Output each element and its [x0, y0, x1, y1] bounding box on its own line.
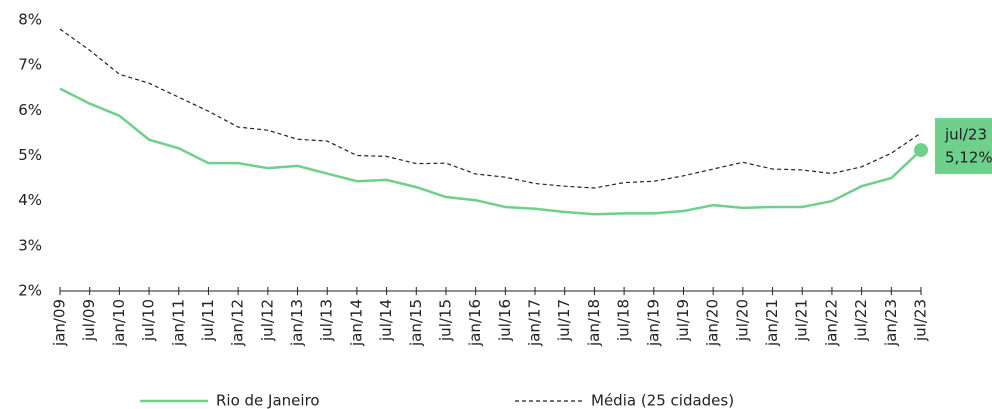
x-tick-label: jul/09: [80, 299, 98, 342]
x-tick-label: jan/11: [169, 299, 187, 347]
x-tick-label: jan/12: [229, 299, 247, 347]
y-tick-label: 8%: [18, 11, 42, 29]
x-tick-label: jan/22: [822, 299, 840, 347]
x-tick-label: jul/16: [496, 299, 514, 342]
y-tick-label: 3%: [18, 236, 42, 254]
y-tick-label: 6%: [18, 101, 42, 119]
x-tick-label: jan/15: [407, 299, 425, 347]
x-tick-label: jul/10: [140, 299, 158, 342]
series-line: [59, 87, 922, 216]
x-tick-label: jan/16: [466, 299, 484, 347]
x-tick-label: jan/09: [51, 299, 69, 347]
x-tick-label: jul/18: [615, 299, 633, 342]
annotation-box: [935, 118, 992, 175]
legend-label: Média (25 cidades): [591, 392, 734, 409]
legend-label: Rio de Janeiro: [216, 392, 320, 409]
x-tick-label: jul/22: [852, 299, 870, 342]
annotation-dot: [914, 143, 928, 158]
x-tick-label: jan/20: [704, 299, 722, 347]
x-tick-label: jul/20: [733, 299, 751, 342]
x-tick-label: jan/19: [644, 299, 662, 347]
y-tick-label: 4%: [18, 191, 42, 209]
y-tick-label: 2%: [18, 282, 42, 300]
x-tick-label: jul/21: [793, 299, 811, 342]
x-tick-label: jul/13: [318, 299, 336, 342]
x-tick-label: jul/14: [377, 299, 395, 342]
series-line: [59, 28, 922, 189]
annotation-label: 5,12%: [945, 149, 992, 167]
y-tick-label: 5%: [18, 146, 42, 164]
annotation-date: jul/23: [944, 126, 987, 144]
x-tick-label: jan/10: [110, 299, 128, 347]
x-tick-label: jan/13: [288, 299, 306, 347]
y-tick-label: 7%: [18, 56, 42, 74]
x-tick-label: jan/17: [526, 299, 544, 347]
x-tick-label: jan/23: [882, 299, 900, 347]
x-tick-label: jul/17: [555, 299, 573, 342]
x-tick-label: jan/14: [347, 299, 365, 347]
x-tick-label: jul/19: [674, 299, 692, 342]
x-tick-label: jan/18: [585, 299, 603, 347]
x-tick-label: jul/23: [912, 299, 930, 342]
x-tick-label: jul/12: [258, 299, 276, 342]
x-tick-label: jul/11: [199, 299, 217, 342]
x-tick-label: jul/15: [436, 299, 454, 342]
x-tick-label: jan/21: [763, 299, 781, 347]
